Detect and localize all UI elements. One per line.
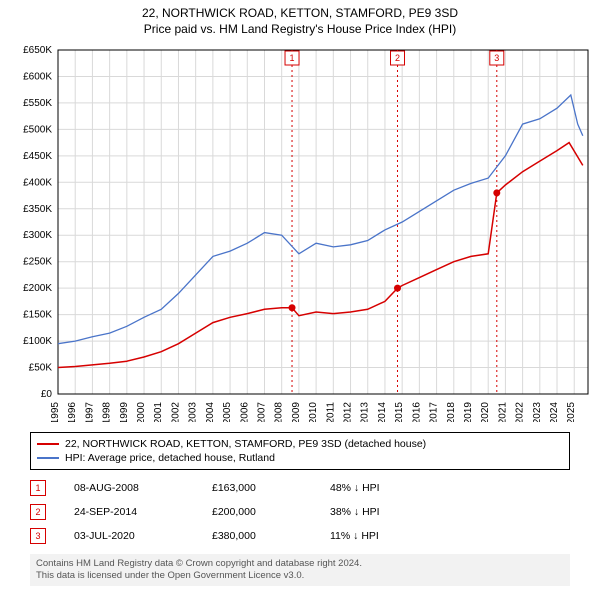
svg-text:£100K: £100K [23,336,52,347]
svg-text:£50K: £50K [29,363,53,374]
events-table: 1 08-AUG-2008 £163,000 48% ↓ HPI 2 24-SEP-201… [30,476,570,548]
svg-text:£650K: £650K [23,45,52,56]
chart-title: 22, NORTHWICK ROAD, KETTON, STAMFORD, PE… [0,0,600,37]
svg-text:1998: 1998 [102,402,113,422]
svg-text:£550K: £550K [23,98,52,109]
event-date: 08-AUG-2008 [74,482,184,494]
svg-text:2005: 2005 [222,402,233,422]
chart-area: £0 £50K £100K £150K £200K £250K £300K £350K £400… [6,42,594,422]
svg-text:£400K: £400K [23,177,52,188]
svg-text:2012: 2012 [343,402,354,422]
chart-svg: £0 £50K £100K £150K £200K £250K £300K £350K £400… [6,42,594,422]
svg-text:£0: £0 [41,389,53,400]
svg-text:2017: 2017 [429,402,440,422]
series-property [58,143,583,368]
svg-text:£600K: £600K [23,71,52,82]
svg-text:2021: 2021 [497,402,508,422]
svg-text:2024: 2024 [549,402,560,422]
legend-row: 22, NORTHWICK ROAD, KETTON, STAMFORD, PE… [37,437,563,451]
svg-text:2009: 2009 [291,402,302,422]
event-diff: 11% ↓ HPI [330,530,430,542]
event-diff: 48% ↓ HPI [330,482,430,494]
svg-text:2014: 2014 [377,402,388,422]
svg-text:2000: 2000 [136,402,147,422]
legend-row: HPI: Average price, detached house, Rutl… [37,451,563,465]
event-price: £163,000 [212,482,302,494]
footer-attribution: Contains HM Land Registry data © Crown c… [30,554,570,586]
legend-label: HPI: Average price, detached house, Rutl… [65,452,275,464]
svg-text:2008: 2008 [274,402,285,422]
event-marker: 2 [30,504,46,520]
svg-text:1997: 1997 [84,402,95,422]
legend-swatch [37,457,59,459]
page: { "title_line1": "22, NORTHWICK ROAD, KE… [0,0,600,590]
svg-text:£350K: £350K [23,204,52,215]
svg-text:2001: 2001 [153,402,164,422]
svg-text:2025: 2025 [566,402,577,422]
event-row: 3 03-JUL-2020 £380,000 11% ↓ HPI [30,524,570,548]
svg-text:2020: 2020 [480,402,491,422]
svg-text:£450K: £450K [23,151,52,162]
svg-text:2: 2 [395,53,400,63]
svg-text:1996: 1996 [67,402,78,422]
svg-text:£500K: £500K [23,124,52,135]
svg-text:1995: 1995 [50,402,61,422]
svg-text:2023: 2023 [532,402,543,422]
event-price: £200,000 [212,506,302,518]
svg-text:2013: 2013 [360,402,371,422]
svg-text:2004: 2004 [205,402,216,422]
svg-text:2022: 2022 [515,402,526,422]
event-marker: 1 [30,480,46,496]
svg-text:2016: 2016 [411,402,422,422]
event-date: 24-SEP-2014 [74,506,184,518]
legend-swatch [37,443,59,445]
event-row: 1 08-AUG-2008 £163,000 48% ↓ HPI [30,476,570,500]
svg-text:2007: 2007 [256,402,267,422]
title-line-1: 22, NORTHWICK ROAD, KETTON, STAMFORD, PE… [0,6,600,22]
event-price: £380,000 [212,530,302,542]
event-row: 2 24-SEP-2014 £200,000 38% ↓ HPI [30,500,570,524]
footer-line-1: Contains HM Land Registry data © Crown c… [36,558,564,570]
event-diff: 38% ↓ HPI [330,506,430,518]
svg-text:£300K: £300K [23,230,52,241]
svg-text:2015: 2015 [394,402,405,422]
series-hpi [58,95,583,344]
svg-text:£250K: £250K [23,257,52,268]
svg-text:2011: 2011 [325,402,336,422]
svg-text:2003: 2003 [188,402,199,422]
title-line-2: Price paid vs. HM Land Registry's House … [0,22,600,38]
svg-text:2018: 2018 [446,402,457,422]
legend-box: 22, NORTHWICK ROAD, KETTON, STAMFORD, PE… [30,432,570,470]
svg-text:3: 3 [494,53,499,63]
svg-text:2002: 2002 [170,402,181,422]
svg-text:1: 1 [290,53,295,63]
footer-line-2: This data is licensed under the Open Gov… [36,570,564,582]
event-date: 03-JUL-2020 [74,530,184,542]
svg-text:2006: 2006 [239,402,250,422]
svg-text:£200K: £200K [23,283,52,294]
svg-text:£150K: £150K [23,310,52,321]
svg-text:2019: 2019 [463,402,474,422]
svg-text:1999: 1999 [119,402,130,422]
event-marker: 3 [30,528,46,544]
legend-label: 22, NORTHWICK ROAD, KETTON, STAMFORD, PE… [65,438,426,450]
svg-text:2010: 2010 [308,402,319,422]
